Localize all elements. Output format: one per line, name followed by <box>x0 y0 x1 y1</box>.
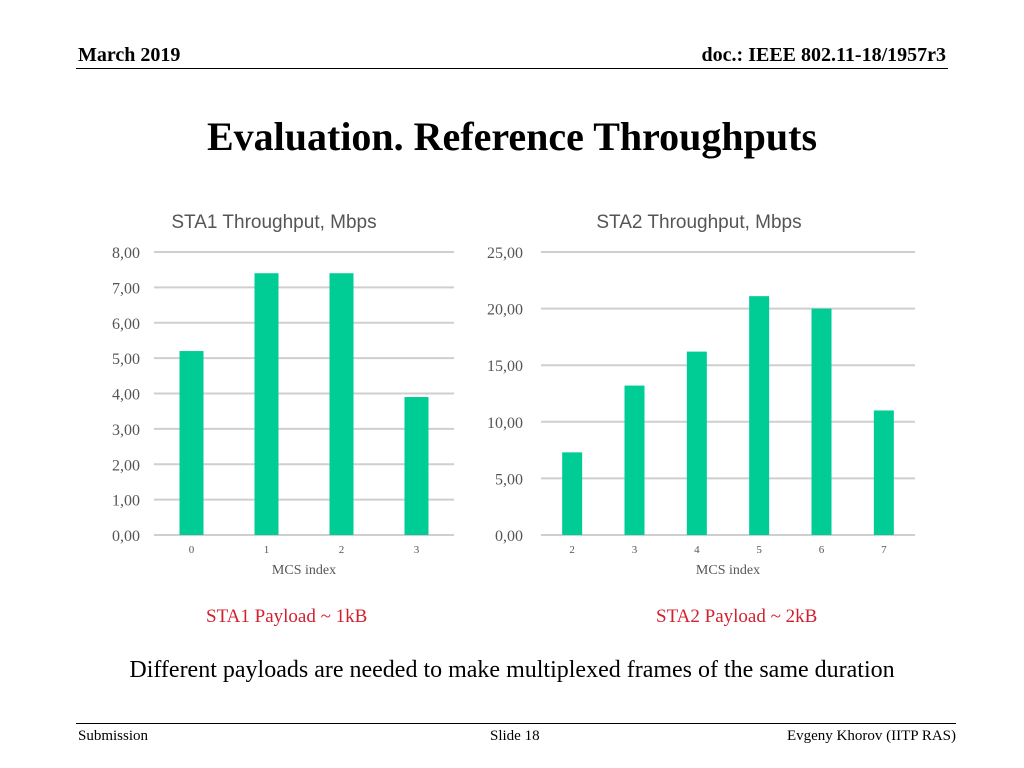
y-tick-label: 10,00 <box>487 415 523 432</box>
header-doc-id: doc.: IEEE 802.11-18/1957r3 <box>701 44 946 66</box>
x-tick-label: 3 <box>632 544 638 556</box>
bar <box>624 385 645 535</box>
y-tick-label: 5,00 <box>495 471 523 488</box>
chart-title: STA1 Throughput, Mbps <box>171 212 376 233</box>
y-tick-label: 1,00 <box>112 493 140 510</box>
sta1-throughput-chart: STA1 Throughput, Mbps 0,00 1,00 2,00 3,00 4,0… <box>86 192 462 590</box>
y-tick-label: 4,00 <box>112 387 140 404</box>
y-tick-label: 5,00 <box>112 351 140 368</box>
x-tick-label: 7 <box>881 544 887 556</box>
y-tick-label: 2,00 <box>112 457 140 474</box>
footer-submission: Submission <box>78 728 149 744</box>
x-tick-label: 1 <box>264 544 270 556</box>
sta2-payload-caption: STA2 Payload ~ 2kB <box>656 606 818 627</box>
x-axis-label: MCS index <box>272 563 336 578</box>
header-date: March 2019 <box>78 44 181 66</box>
bar <box>811 308 832 535</box>
bar <box>562 452 583 535</box>
bar <box>329 273 354 535</box>
chart-title: STA2 Throughput, Mbps <box>596 212 801 233</box>
y-tick-label: 0,00 <box>495 528 523 545</box>
y-tick-label: 7,00 <box>112 280 140 297</box>
y-tick-label: 25,00 <box>487 245 523 262</box>
footer-slide-number: Slide 18 <box>490 728 540 744</box>
y-tick-label: 3,00 <box>112 422 140 439</box>
x-axis-label: MCS index <box>696 563 760 578</box>
y-tick-label: 15,00 <box>487 358 523 375</box>
bar <box>749 296 770 535</box>
bar <box>179 351 204 535</box>
sta2-throughput-chart: STA2 Throughput, Mbps 0,00 5,00 10,00 15,00 2… <box>470 192 928 590</box>
x-tick-label: 3 <box>414 544 420 556</box>
bar <box>873 410 894 535</box>
sta2-chart-svg: STA2 Throughput, Mbps 0,00 5,00 10,00 15,00 2… <box>487 212 915 578</box>
x-tick-label: 5 <box>756 544 762 556</box>
slide-note: Different payloads are needed to make mu… <box>129 657 895 683</box>
footer-divider <box>76 723 956 724</box>
header-divider <box>76 68 948 69</box>
x-tick-label: 6 <box>819 544 825 556</box>
y-tick-label: 0,00 <box>112 528 140 545</box>
bar <box>404 397 429 535</box>
x-tick-label: 2 <box>569 544 575 556</box>
slide-title: Evaluation. Reference Throughputs <box>206 114 818 159</box>
footer-author: Evgeny Khorov (IITP RAS) <box>786 728 956 744</box>
x-tick-label: 0 <box>189 544 195 556</box>
x-tick-label: 2 <box>339 544 345 556</box>
x-tick-label: 4 <box>694 544 700 556</box>
sta1-chart-svg: STA1 Throughput, Mbps 0,00 1,00 2,00 3,00 4,0… <box>112 212 454 578</box>
bar <box>686 351 707 535</box>
y-tick-label: 6,00 <box>112 316 140 333</box>
sta1-payload-caption: STA1 Payload ~ 1kB <box>206 606 368 627</box>
y-tick-label: 8,00 <box>112 245 140 262</box>
bar <box>254 273 279 535</box>
y-tick-label: 20,00 <box>487 302 523 319</box>
